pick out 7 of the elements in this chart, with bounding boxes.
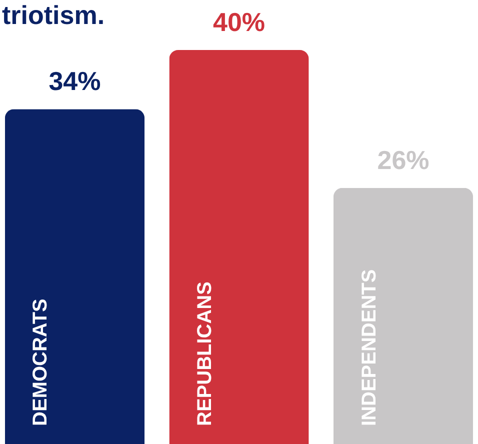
chart-title: triotism.: [2, 0, 105, 30]
x-tick-label: INDEPENDENTS: [358, 269, 380, 426]
x-tick-label: DEMOCRATS: [30, 298, 52, 426]
x-tick-label: REPUBLICANS: [194, 282, 216, 426]
data-label: 26%: [377, 144, 430, 175]
data-label: 34%: [48, 66, 101, 96]
data-label: 40%: [212, 7, 266, 37]
